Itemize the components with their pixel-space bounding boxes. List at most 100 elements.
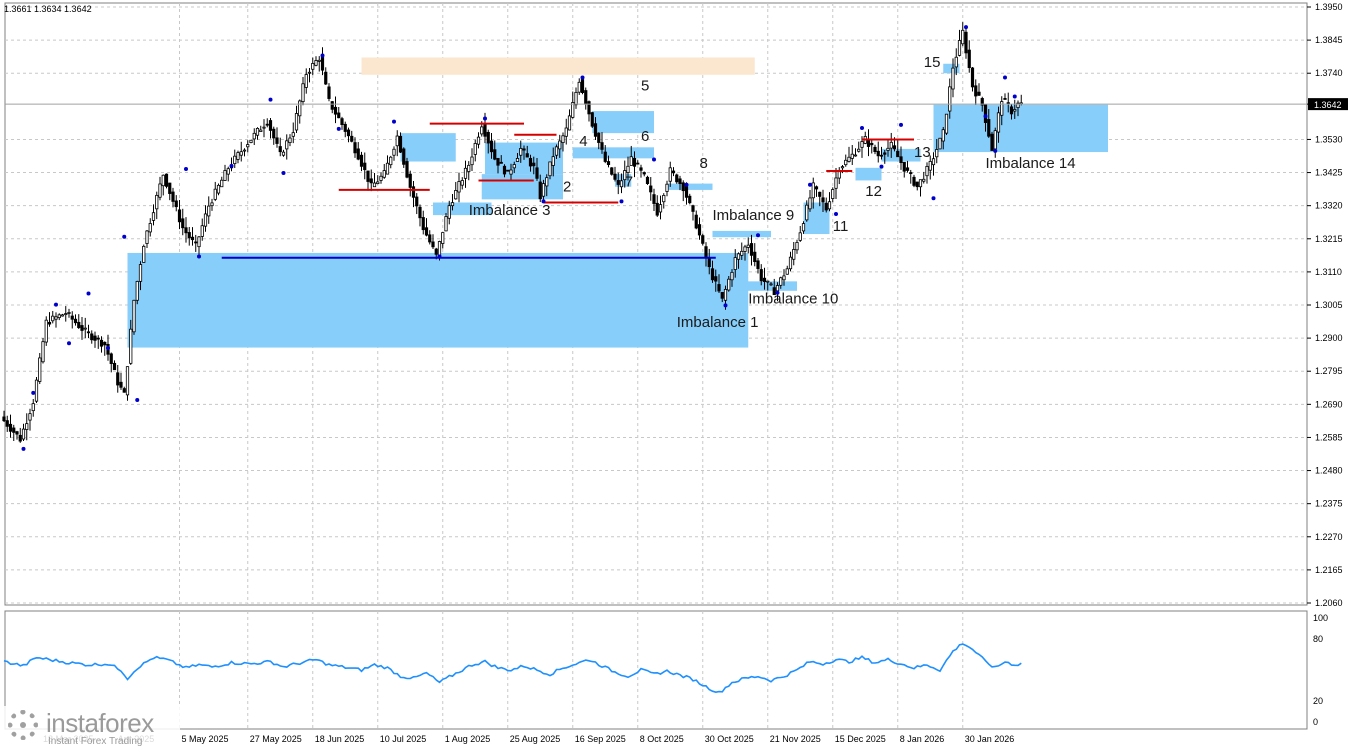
candle (213, 181, 217, 202)
candle (168, 182, 172, 201)
zone-label: 4 (579, 133, 587, 150)
candle (1013, 99, 1017, 119)
oscillator-line (3, 643, 1022, 694)
candle (1016, 100, 1020, 117)
logo-name: instaforex (46, 708, 154, 738)
swing-marker (54, 302, 58, 307)
candle (369, 169, 373, 192)
candle-body (844, 159, 848, 166)
candle (177, 199, 182, 230)
current-price-label: 1.3642 (1314, 100, 1342, 110)
candle-body (837, 171, 841, 179)
candle (431, 234, 435, 250)
candle (324, 67, 328, 85)
candle (915, 181, 919, 191)
swing-marker (899, 122, 903, 127)
candle-body (444, 216, 448, 232)
candle (132, 299, 136, 335)
candle (181, 208, 185, 236)
candle (64, 306, 68, 322)
candle-body (353, 142, 357, 154)
zone-label: Imbalance 3 (469, 202, 551, 219)
candle (834, 167, 838, 199)
candle-body (340, 118, 344, 126)
candle-body (90, 333, 94, 341)
candle (278, 137, 282, 157)
price-tick-label: 1.2795 (1315, 366, 1343, 376)
candle-body (600, 142, 604, 150)
candle (870, 139, 874, 154)
candle-body (782, 275, 786, 281)
candle-body (382, 170, 386, 178)
candle-body (304, 74, 308, 88)
candle-body (727, 278, 731, 291)
candle (486, 129, 490, 154)
candle (948, 78, 952, 119)
swing-marker (320, 53, 325, 58)
candle (216, 183, 221, 196)
candle (372, 172, 377, 188)
zone-label: Imbalance 10 (748, 290, 838, 307)
time-tick-label: 1 Aug 2025 (445, 734, 491, 744)
candle (873, 144, 877, 155)
candle (603, 145, 607, 164)
candle-body (616, 180, 620, 185)
candle-body (327, 86, 331, 99)
candle-body (645, 176, 650, 184)
swing-marker (268, 97, 273, 102)
imbalance-zone (572, 147, 654, 159)
candle (496, 157, 500, 174)
candle (805, 200, 809, 222)
imbalance-zone (667, 183, 713, 190)
candle-body (899, 156, 903, 164)
price-tick-label: 1.3740 (1315, 68, 1343, 78)
candle-body (509, 169, 513, 175)
candle-body (337, 112, 341, 119)
candle-body (697, 224, 702, 236)
zone-label: 15 (924, 54, 941, 71)
candle (577, 78, 581, 95)
candle-body (561, 135, 565, 143)
candle (44, 316, 48, 346)
swing-marker (437, 254, 442, 259)
candle (424, 218, 429, 237)
candle-body (707, 257, 711, 268)
candle-body (298, 100, 302, 117)
candle-body (798, 232, 802, 241)
candle-body (109, 353, 113, 364)
swing-marker (983, 114, 988, 119)
candle (112, 360, 117, 371)
candle-body (753, 251, 757, 263)
candle-body (896, 150, 900, 158)
ohlc-readout: 1.3661 1.3634 1.3642 (4, 4, 92, 14)
candle-body (814, 186, 819, 190)
candle (288, 134, 292, 147)
candle (125, 366, 130, 401)
candle (818, 191, 822, 207)
time-tick-label: 30 Jan 2026 (965, 734, 1015, 744)
imbalance-zone (481, 174, 563, 200)
candle-body (678, 178, 682, 185)
candle (1000, 96, 1004, 126)
swing-marker (580, 75, 585, 80)
candle-body (278, 146, 282, 153)
candle-body (242, 149, 247, 152)
price-tick-label: 1.2900 (1315, 333, 1343, 343)
price-tick-label: 1.2060 (1315, 598, 1343, 608)
candle-body (60, 314, 65, 317)
candle-body (54, 316, 58, 320)
candle (918, 179, 923, 197)
candle-body (811, 182, 815, 199)
time-axis: 5 May 2025 27 May 2025 18 Jun 2025 10 Jul 2… (43, 734, 1014, 744)
candle (77, 314, 81, 330)
candle-body (723, 288, 728, 301)
candle (129, 319, 133, 365)
candle-body (870, 142, 874, 146)
candle-body (961, 29, 965, 45)
zone-label: 8 (700, 155, 708, 172)
candle (652, 188, 656, 211)
swing-marker (756, 233, 760, 238)
candle (155, 191, 159, 220)
candle (359, 151, 364, 172)
